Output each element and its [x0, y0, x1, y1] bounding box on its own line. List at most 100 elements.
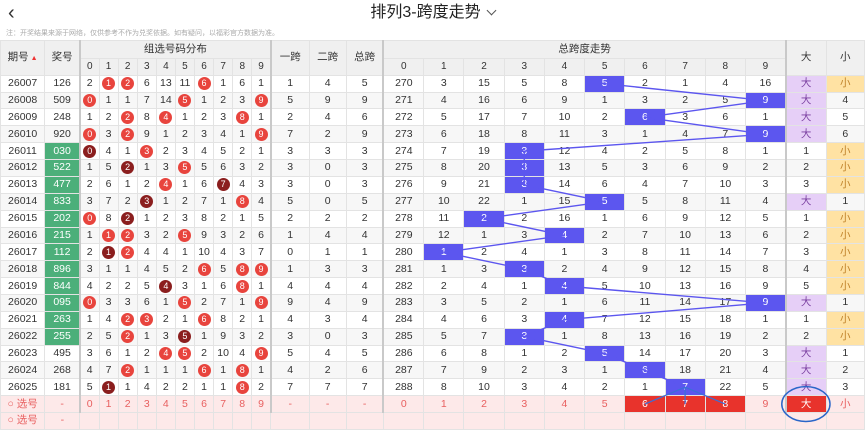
dist-cell: 1: [174, 175, 195, 194]
select-trend-digit[interactable]: 9: [744, 395, 787, 413]
trend-cell: 7: [664, 175, 706, 194]
select-trend-digit[interactable]: 7: [664, 395, 706, 413]
select-trend-digit[interactable]: 1: [423, 395, 465, 413]
select-trend-digit[interactable]: 6: [624, 395, 666, 413]
span2-cell: 0: [308, 175, 347, 194]
select-dist-digit[interactable]: 8: [232, 395, 253, 413]
select-big[interactable]: 大: [784, 395, 827, 413]
trend-cell: 9: [744, 293, 787, 312]
select-trend-digit[interactable]: 2: [463, 395, 505, 413]
dist-cell: 3: [232, 243, 253, 262]
total-span-cell: 6: [345, 361, 384, 380]
table-row[interactable]: 26020 095 0 3 3 6 1 5 2 7 1 9 9 4 9 283 3 5 2 1 6 11 14 17 9 大 1: [0, 293, 865, 312]
number-ball: 6: [197, 262, 211, 276]
table-row[interactable]: 26007 126 2 1 2 6 13 11 6 1 6 1 1 4 5 270 3 15 5 8 5 2 1 4 16 大小: [0, 74, 865, 93]
small-cell: 1: [825, 293, 865, 312]
table-row[interactable]: 26011 030 0 4 1 3 2 3 4 5 2 1 3 3 3 274 7 19 3 12 4 2 5 8 1 1 小: [0, 142, 865, 161]
number-ball: 2: [121, 127, 135, 141]
dist-cell: 5: [213, 142, 234, 161]
chevron-down-icon[interactable]: [486, 5, 497, 16]
dist-cell: 9: [251, 344, 272, 363]
small-cell: 小: [825, 175, 865, 194]
select-dist-digit[interactable]: 1: [98, 395, 119, 413]
number-ball: 2: [121, 77, 135, 91]
select-trend-digit[interactable]: 3: [503, 395, 545, 413]
period-cell: 26024: [0, 361, 46, 380]
dist-cell: 4: [213, 125, 234, 144]
select-trend-digit[interactable]: 5: [584, 395, 626, 413]
table-row[interactable]: 26015 202 0 8 2 1 2 3 8 2 1 5 2 2 2 278 11 2 2 16 1 6 9 12 5 1 小: [0, 209, 865, 228]
trend-cell: 5: [423, 108, 465, 127]
table-row[interactable]: 26008 509 0 1 1 7 14 5 1 2 3 9 5 9 9 271 4 16 6 9 1 3 2 5 9 大 4: [0, 91, 865, 110]
total-span-cell: 7: [345, 378, 384, 397]
trend-cell: 3: [503, 378, 545, 397]
trend-cell: 11: [423, 209, 465, 228]
select-trend-digit[interactable]: 4: [543, 395, 586, 413]
select-dist-digit[interactable]: 2: [117, 395, 138, 413]
header-span1: 一跨: [269, 40, 310, 76]
select-row[interactable]: ○ 选号 -0 1 2 3 4 5 6 7 8 9- - -0 1 2 3 4 5 6 7 8 9 大小: [0, 395, 865, 413]
dist-cell: 8: [232, 108, 253, 127]
number-ball: 5: [178, 94, 192, 108]
table-row[interactable]: 26023 495 3 6 1 2 4 5 2 10 4 9 5 4 5 286 6 8 1 2 5 14 17 20 3 大 1: [0, 344, 865, 363]
page-title[interactable]: 排列3-跨度走势: [0, 3, 865, 23]
table-row[interactable]: 26013 477 2 6 1 2 4 1 6 7 4 3 3 0 3 276 9 21 3 14 6 4 7 10 3 3 小: [0, 175, 865, 194]
trend-cell: 5: [584, 74, 626, 93]
table-row[interactable]: 26025 181 5 1 1 4 2 2 1 1 8 2 7 7 7 288 8 10 3 4 2 1 7 22 5 大 3: [0, 378, 865, 397]
select-dist-digit[interactable]: 7: [213, 395, 234, 413]
table-row[interactable]: 26019 844 4 2 2 5 4 3 1 6 8 1 4 4 4 282 2 4 1 4 5 10 13 16 9 5 小: [0, 277, 865, 295]
trend-cell: 278: [382, 209, 425, 228]
header-trend-digit: 9: [744, 57, 787, 76]
trend-cell: 19: [704, 327, 746, 346]
table-row[interactable]: 26021 263 1 4 2 3 2 1 6 8 2 1 4 3 4 284 4 6 3 4 7 12 15 18 1 1 小: [0, 310, 865, 329]
dist-cell: 3: [251, 175, 272, 194]
number-ball: 9: [254, 346, 268, 360]
trend-cell: 8: [423, 159, 465, 177]
span2-cell: 4: [308, 293, 347, 312]
select-row-2[interactable]: ○ 选号 -: [0, 411, 865, 430]
trend-cell: 3: [423, 293, 465, 312]
back-arrow-icon[interactable]: ‹: [8, 2, 15, 24]
table-row[interactable]: 26024 268 4 7 2 1 1 1 6 1 8 1 4 2 6 287 7 9 2 3 1 6 18 21 4 大 2: [0, 361, 865, 380]
span2-cell: 4: [308, 226, 347, 245]
dist-cell: 3: [174, 209, 195, 228]
trend-cell: 1: [503, 192, 545, 211]
select-small[interactable]: 小: [825, 395, 865, 413]
select-dist-digit[interactable]: 5: [174, 395, 195, 413]
select-dist-digit[interactable]: 0: [78, 395, 100, 413]
table-row[interactable]: 26016 215 1 1 2 3 2 5 9 3 2 6 1 4 4 279 12 1 3 4 2 7 10 13 6 2 小: [0, 226, 865, 245]
table-row[interactable]: 26009 248 1 2 2 8 4 1 2 3 8 1 2 4 6 272 5 17 7 10 2 6 3 6 1 大 5: [0, 108, 865, 127]
trend-cell: 274: [382, 142, 425, 161]
select-dist-digit[interactable]: 4: [155, 395, 176, 413]
table-row[interactable]: 26012 522 1 5 2 1 3 5 5 6 3 2 3 0 3 275 8 20 3 13 5 3 6 9 2 2 小: [0, 159, 865, 177]
header-period[interactable]: 期号 ▲: [0, 40, 46, 76]
dist-cell: 2: [117, 226, 138, 245]
trend-cell: 8: [503, 125, 545, 144]
dist-cell: 1: [232, 293, 253, 312]
table-row[interactable]: 26014 833 3 7 2 3 1 2 7 1 8 4 5 0 5 277 10 22 1 15 5 5 8 11 4 大 1: [0, 192, 865, 211]
dist-cell: 4: [213, 243, 234, 262]
table-row[interactable]: 26017 112 2 1 2 4 4 1 10 4 3 7 0 1 1 280 1 2 4 1 3 8 11 14 7 3 小: [0, 243, 865, 262]
sort-icon[interactable]: ▲: [28, 54, 38, 62]
span2-cell: 0: [308, 327, 347, 346]
select-dist-digit[interactable]: 6: [193, 395, 215, 413]
trend-cell: 2: [584, 226, 626, 245]
select-trend-digit[interactable]: 0: [382, 395, 425, 413]
dist-cell: 4: [98, 310, 119, 329]
number-ball: 2: [121, 161, 135, 175]
dist-cell: 0: [78, 142, 100, 161]
dist-cell: 1: [251, 142, 272, 161]
table-row[interactable]: 26022 255 2 5 2 1 3 5 1 9 3 2 3 0 3 285 5 7 3 1 8 13 16 19 2 2 小: [0, 327, 865, 346]
table-row[interactable]: 26018 896 3 1 1 4 5 2 6 5 8 9 1 3 3 281 1 3 3 2 4 9 12 15 8 4 小: [0, 260, 865, 279]
trend-cell: 273: [382, 125, 425, 144]
select-trend-digit[interactable]: 8: [704, 395, 746, 413]
dist-cell: 2: [117, 327, 138, 346]
dist-cell: 7: [213, 175, 234, 194]
dist-cell: 14: [155, 91, 176, 110]
dist-cell: 8: [213, 310, 234, 329]
select-dist-digit[interactable]: 9: [251, 395, 272, 413]
select-dist-digit[interactable]: 3: [136, 395, 157, 413]
table-row[interactable]: 26010 920 0 3 2 9 1 2 3 4 1 9 7 2 9 273 6 18 8 11 3 1 4 7 9 大 6: [0, 125, 865, 144]
select-empty: [624, 411, 666, 430]
dist-cell: 8: [98, 209, 119, 228]
